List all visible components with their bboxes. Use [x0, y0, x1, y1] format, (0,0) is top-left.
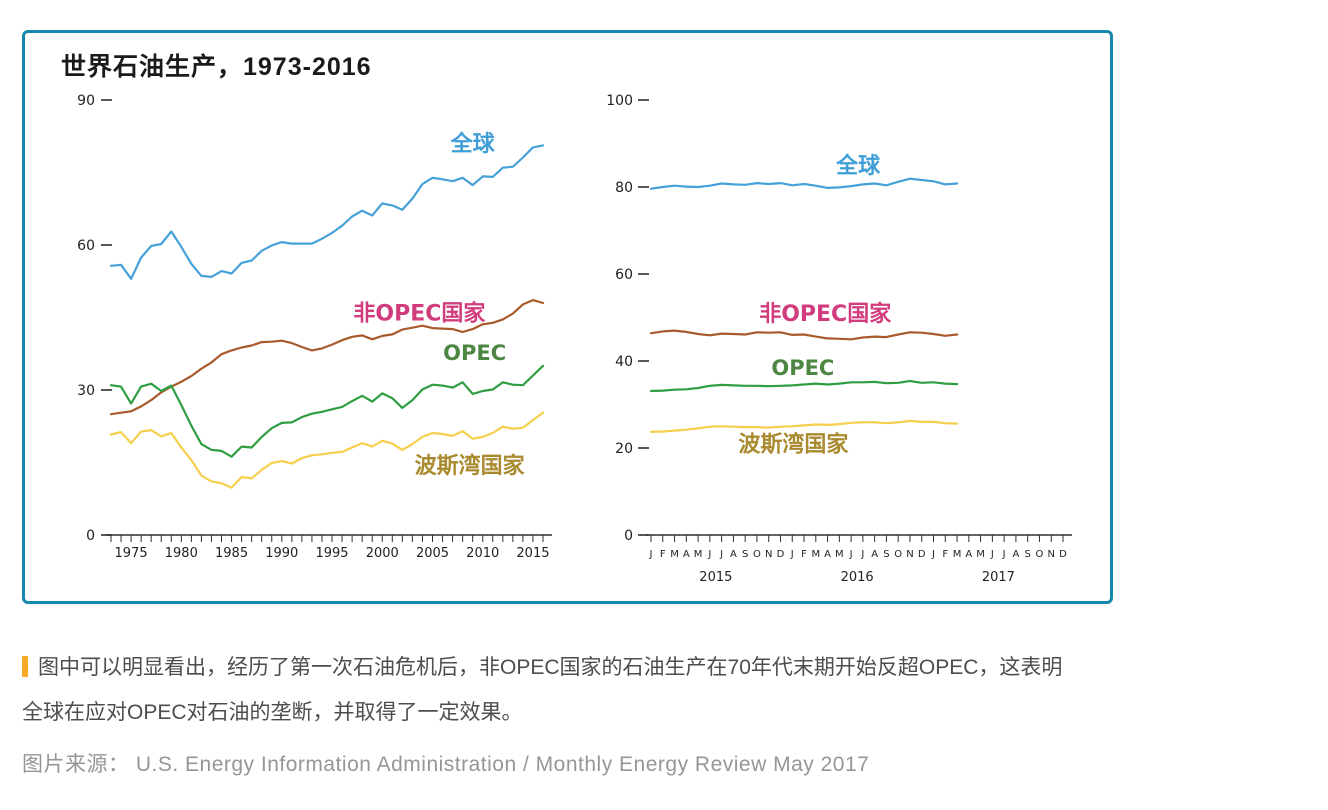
svg-text:60: 60	[77, 238, 95, 254]
svg-text:J: J	[849, 549, 853, 560]
monthly-production-chart: J F M A M J J A S O N D J F M A M J J A S O N D J F M A M J J A S O N D2015…	[606, 93, 1072, 585]
svg-text:A: A	[965, 549, 972, 560]
svg-text:2015: 2015	[516, 546, 549, 561]
svg-text:A: A	[730, 549, 737, 560]
svg-text:J: J	[790, 549, 794, 560]
svg-text:非OPEC国家: 非OPEC国家	[353, 300, 486, 326]
annual-production-chart: 1975 1980 1985 1990 1995 2000 2005 2010 2015 0 30 6…	[77, 93, 552, 561]
svg-text:1985: 1985	[215, 546, 248, 561]
svg-text:S: S	[883, 549, 889, 560]
caption-line1: 图中可以明显看出，经历了第一次石油危机后，非OPEC国家的石油生产在70年代末期…	[38, 656, 1063, 679]
svg-text:2017: 2017	[982, 570, 1015, 585]
svg-text:60: 60	[615, 267, 633, 283]
svg-text:N: N	[765, 549, 772, 560]
svg-text:J: J	[1002, 549, 1006, 560]
svg-text:F: F	[942, 549, 948, 560]
svg-text:D: D	[1059, 549, 1067, 560]
svg-text:OPEC: OPEC	[771, 356, 834, 380]
svg-text:1975: 1975	[115, 546, 148, 561]
svg-text:D: D	[918, 549, 926, 560]
svg-text:O: O	[894, 549, 902, 560]
svg-text:0: 0	[86, 528, 95, 544]
svg-text:2010: 2010	[466, 546, 499, 561]
svg-text:1990: 1990	[265, 546, 298, 561]
svg-text:1995: 1995	[315, 546, 348, 561]
caption: 图中可以明显看出，经历了第一次石油危机后，非OPEC国家的石油生产在70年代末期…	[22, 645, 1320, 735]
svg-text:波斯湾国家: 波斯湾国家	[415, 453, 526, 479]
svg-text:A: A	[824, 549, 831, 560]
svg-text:20: 20	[615, 441, 633, 457]
svg-text:2000: 2000	[366, 546, 399, 561]
svg-text:0: 0	[624, 528, 633, 544]
svg-text:J: J	[649, 549, 653, 560]
svg-text:90: 90	[77, 93, 95, 109]
svg-text:OPEC: OPEC	[443, 341, 506, 365]
svg-text:30: 30	[77, 383, 95, 399]
svg-text:J: J	[931, 549, 935, 560]
svg-text:O: O	[1036, 549, 1044, 560]
svg-text:S: S	[1025, 549, 1031, 560]
svg-text:F: F	[801, 549, 807, 560]
svg-text:S: S	[742, 549, 748, 560]
caption-marker-icon	[22, 656, 28, 677]
svg-text:80: 80	[615, 180, 633, 196]
caption-line2: 全球在应对OPEC对石油的垄断，并取得了一定效果。	[22, 701, 523, 724]
svg-text:J: J	[860, 549, 864, 560]
svg-text:J: J	[719, 549, 723, 560]
svg-text:波斯湾国家: 波斯湾国家	[738, 431, 849, 457]
svg-text:N: N	[906, 549, 913, 560]
svg-text:2015: 2015	[699, 570, 732, 585]
figure-card: 世界石油生产，1973-2016 1975 1980 1985 1990 1995 200…	[22, 30, 1113, 604]
svg-text:F: F	[660, 549, 666, 560]
svg-text:J: J	[707, 549, 711, 560]
image-source: 图片来源： U.S. Energy Information Administra…	[22, 753, 870, 776]
figure-title: 世界石油生产，1973-2016	[61, 53, 372, 81]
svg-text:40: 40	[615, 354, 633, 370]
svg-text:非OPEC国家: 非OPEC国家	[759, 301, 892, 327]
svg-text:全球: 全球	[835, 153, 881, 179]
svg-text:D: D	[777, 549, 785, 560]
svg-text:M: M	[976, 549, 985, 560]
svg-text:A: A	[683, 549, 690, 560]
svg-text:A: A	[871, 549, 878, 560]
svg-text:M: M	[811, 549, 820, 560]
svg-text:M: M	[670, 549, 679, 560]
svg-text:A: A	[1012, 549, 1019, 560]
svg-text:2005: 2005	[416, 546, 449, 561]
svg-text:J: J	[990, 549, 994, 560]
svg-text:N: N	[1047, 549, 1054, 560]
svg-text:M: M	[835, 549, 844, 560]
svg-text:全球: 全球	[450, 131, 496, 157]
svg-text:O: O	[753, 549, 761, 560]
svg-text:M: M	[953, 549, 962, 560]
svg-text:2016: 2016	[841, 570, 874, 585]
svg-text:100: 100	[606, 93, 633, 109]
svg-text:M: M	[694, 549, 703, 560]
svg-text:1980: 1980	[165, 546, 198, 561]
